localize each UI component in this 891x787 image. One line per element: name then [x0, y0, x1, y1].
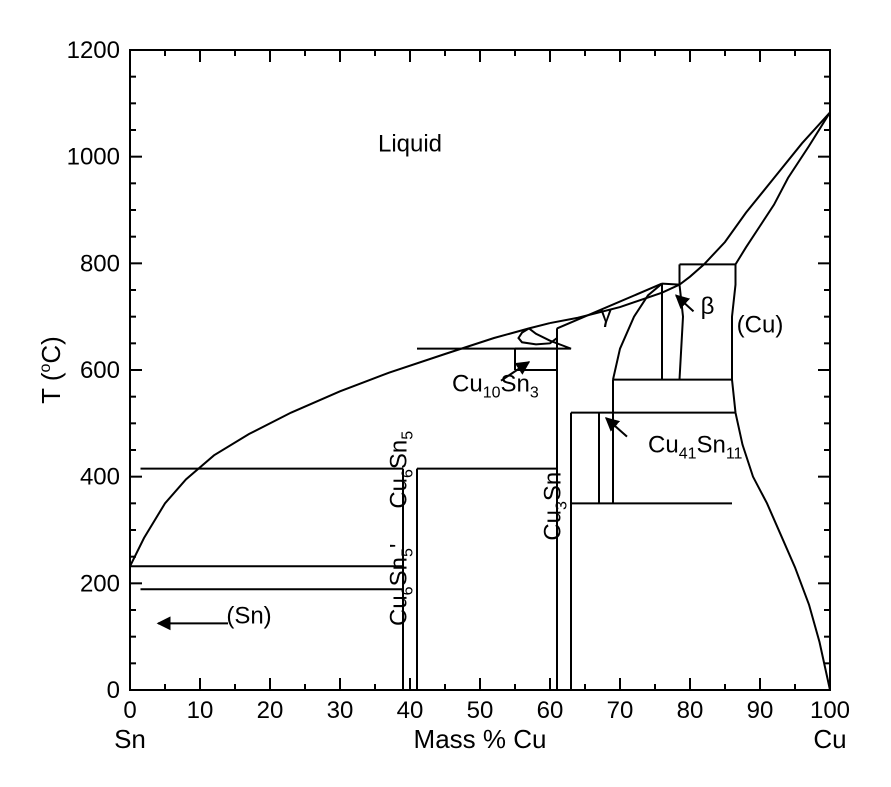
x-tick-label: 0 — [123, 697, 136, 724]
x-tick-label: 30 — [327, 697, 354, 724]
y-tick-label: 600 — [80, 357, 120, 384]
x-axis-right-end: Cu — [813, 724, 846, 754]
svg-text:Cu41Sn11: Cu41Sn11 — [648, 432, 743, 463]
line-gamma_lower — [529, 328, 571, 348]
x-axis-label: Mass % Cu — [414, 724, 547, 754]
y-tick-label: 200 — [80, 570, 120, 597]
arrow-beta — [676, 295, 694, 311]
line-line_762 — [662, 284, 680, 285]
y-tick-label: 1000 — [67, 144, 120, 171]
arrow-cu41sn11 — [606, 418, 627, 437]
x-tick-label: 10 — [187, 697, 214, 724]
svg-text:T (oC): T (oC) — [36, 336, 66, 404]
line-liquidus_left — [130, 323, 550, 566]
x-tick-label: 40 — [397, 697, 424, 724]
label-cu6sn5: Cu6Sn5 — [386, 431, 417, 509]
label-cu3sn: Cu3Sn — [540, 472, 571, 541]
label-cu6sn5p: Cu6Sn5' — [386, 544, 417, 626]
label-liquid: Liquid — [378, 130, 442, 157]
svg-text:Cu3Sn: Cu3Sn — [540, 472, 571, 541]
label-cu10sn3: Cu10Sn3 — [452, 370, 539, 401]
label-beta: β — [701, 293, 715, 320]
x-tick-label: 20 — [257, 697, 284, 724]
line-gamma_loop — [519, 328, 558, 344]
label-cu41sn11: Cu41Sn11 — [648, 432, 743, 463]
svg-text:Cu10Sn3: Cu10Sn3 — [452, 370, 539, 401]
svg-text:Cu6Sn5': Cu6Sn5' — [386, 544, 417, 626]
y-tick-label: 0 — [107, 677, 120, 704]
y-tick-label: 400 — [80, 464, 120, 491]
x-tick-label: 80 — [677, 697, 704, 724]
line-cu_solidus — [736, 112, 831, 264]
label-gamma: γ — [600, 301, 612, 328]
x-tick-label: 60 — [537, 697, 564, 724]
label-sn: (Sn) — [226, 602, 271, 629]
label-cu: (Cu) — [737, 312, 784, 339]
x-tick-label: 50 — [467, 697, 494, 724]
x-tick-label: 100 — [810, 697, 850, 724]
x-tick-label: 90 — [747, 697, 774, 724]
line-liquidus_right_upper — [550, 112, 830, 323]
y-axis-label: T (oC) — [36, 336, 66, 404]
x-tick-label: 70 — [607, 697, 634, 724]
y-tick-label: 800 — [80, 250, 120, 277]
line-gamma_right — [613, 284, 662, 380]
x-axis-left-end: Sn — [114, 724, 146, 754]
y-tick-label: 1200 — [67, 37, 120, 64]
svg-text:Cu6Sn5: Cu6Sn5 — [386, 431, 417, 509]
